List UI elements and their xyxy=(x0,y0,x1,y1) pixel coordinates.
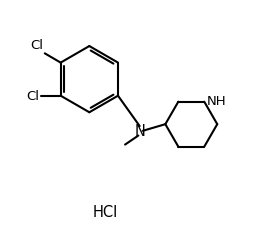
Text: N: N xyxy=(134,124,145,139)
Text: HCl: HCl xyxy=(93,204,118,219)
Text: NH: NH xyxy=(207,94,227,107)
Text: Cl: Cl xyxy=(30,39,44,52)
Text: Cl: Cl xyxy=(27,90,39,103)
